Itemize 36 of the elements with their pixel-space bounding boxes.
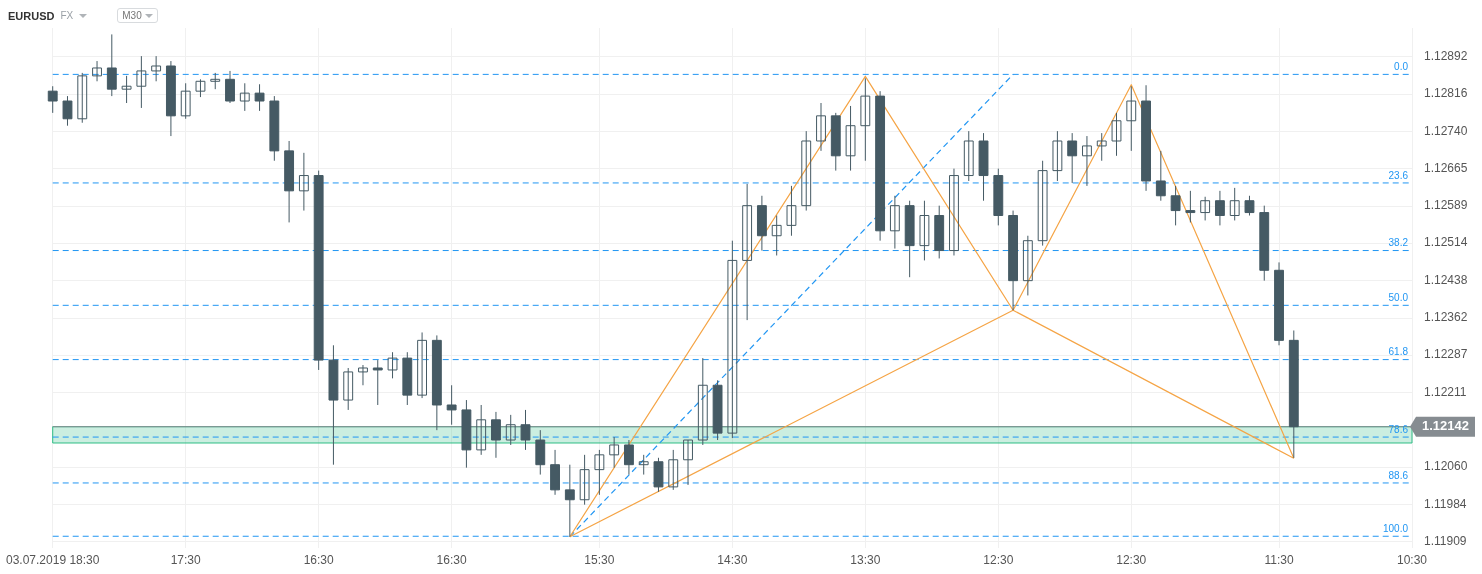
x-tick-label: 16:30 (303, 553, 334, 568)
x-tick-label: 10:30 (1396, 553, 1428, 568)
annotation: 61.8 (1388, 346, 1409, 358)
y-tick-label: 1.11984 (1424, 496, 1467, 511)
annotation: 23.6 (1388, 169, 1409, 181)
x-tick-label: 12:30 (983, 553, 1014, 568)
annotation: 50.0 (1388, 292, 1409, 304)
annotation: 0.0 (1394, 61, 1409, 73)
x-tick-label: 13:30 (850, 553, 881, 568)
y-tick-label: 1.12740 (1424, 123, 1468, 138)
y-tick-label: 1.12362 (1424, 310, 1468, 325)
annotation: 88.6 (1388, 469, 1409, 481)
x-tick-label: 11:30 (1264, 553, 1294, 568)
x-tick-label: 15:30 (584, 553, 615, 568)
chart-subtitle: FX (60, 10, 74, 21)
chart-title: EURUSD (8, 9, 55, 22)
annotation: 100.0 (1382, 523, 1409, 534)
y-tick-label: 1.12211 (1424, 384, 1467, 399)
text: M30 (122, 10, 142, 21)
y-tick-label: 1.12665 (1424, 160, 1468, 175)
x-tick-label: 03.07.2019 18:30 (6, 553, 100, 568)
x-tick-label: 12:30 (1116, 553, 1147, 568)
x-tick-label: 17:30 (170, 553, 202, 568)
y-tick-label: 1.12816 (1424, 86, 1468, 101)
x-tick-label: 14:30 (717, 553, 748, 568)
y-tick-label: 1.12287 (1424, 347, 1468, 362)
ref-line-label: 1.12142 (1422, 418, 1469, 434)
annotation: 38.2 (1388, 237, 1409, 249)
y-tick-label: 1.12060 (1424, 459, 1468, 474)
y-tick-label: 1.12438 (1424, 272, 1468, 287)
y-tick-label: 1.12514 (1424, 235, 1468, 250)
annotation: 78.6 (1388, 423, 1409, 435)
y-tick-label: 1.12892 (1424, 48, 1468, 63)
y-tick-label: 1.11909 (1424, 533, 1467, 548)
x-tick-label: 16:30 (436, 553, 467, 568)
y-tick-label: 1.12589 (1424, 198, 1468, 213)
